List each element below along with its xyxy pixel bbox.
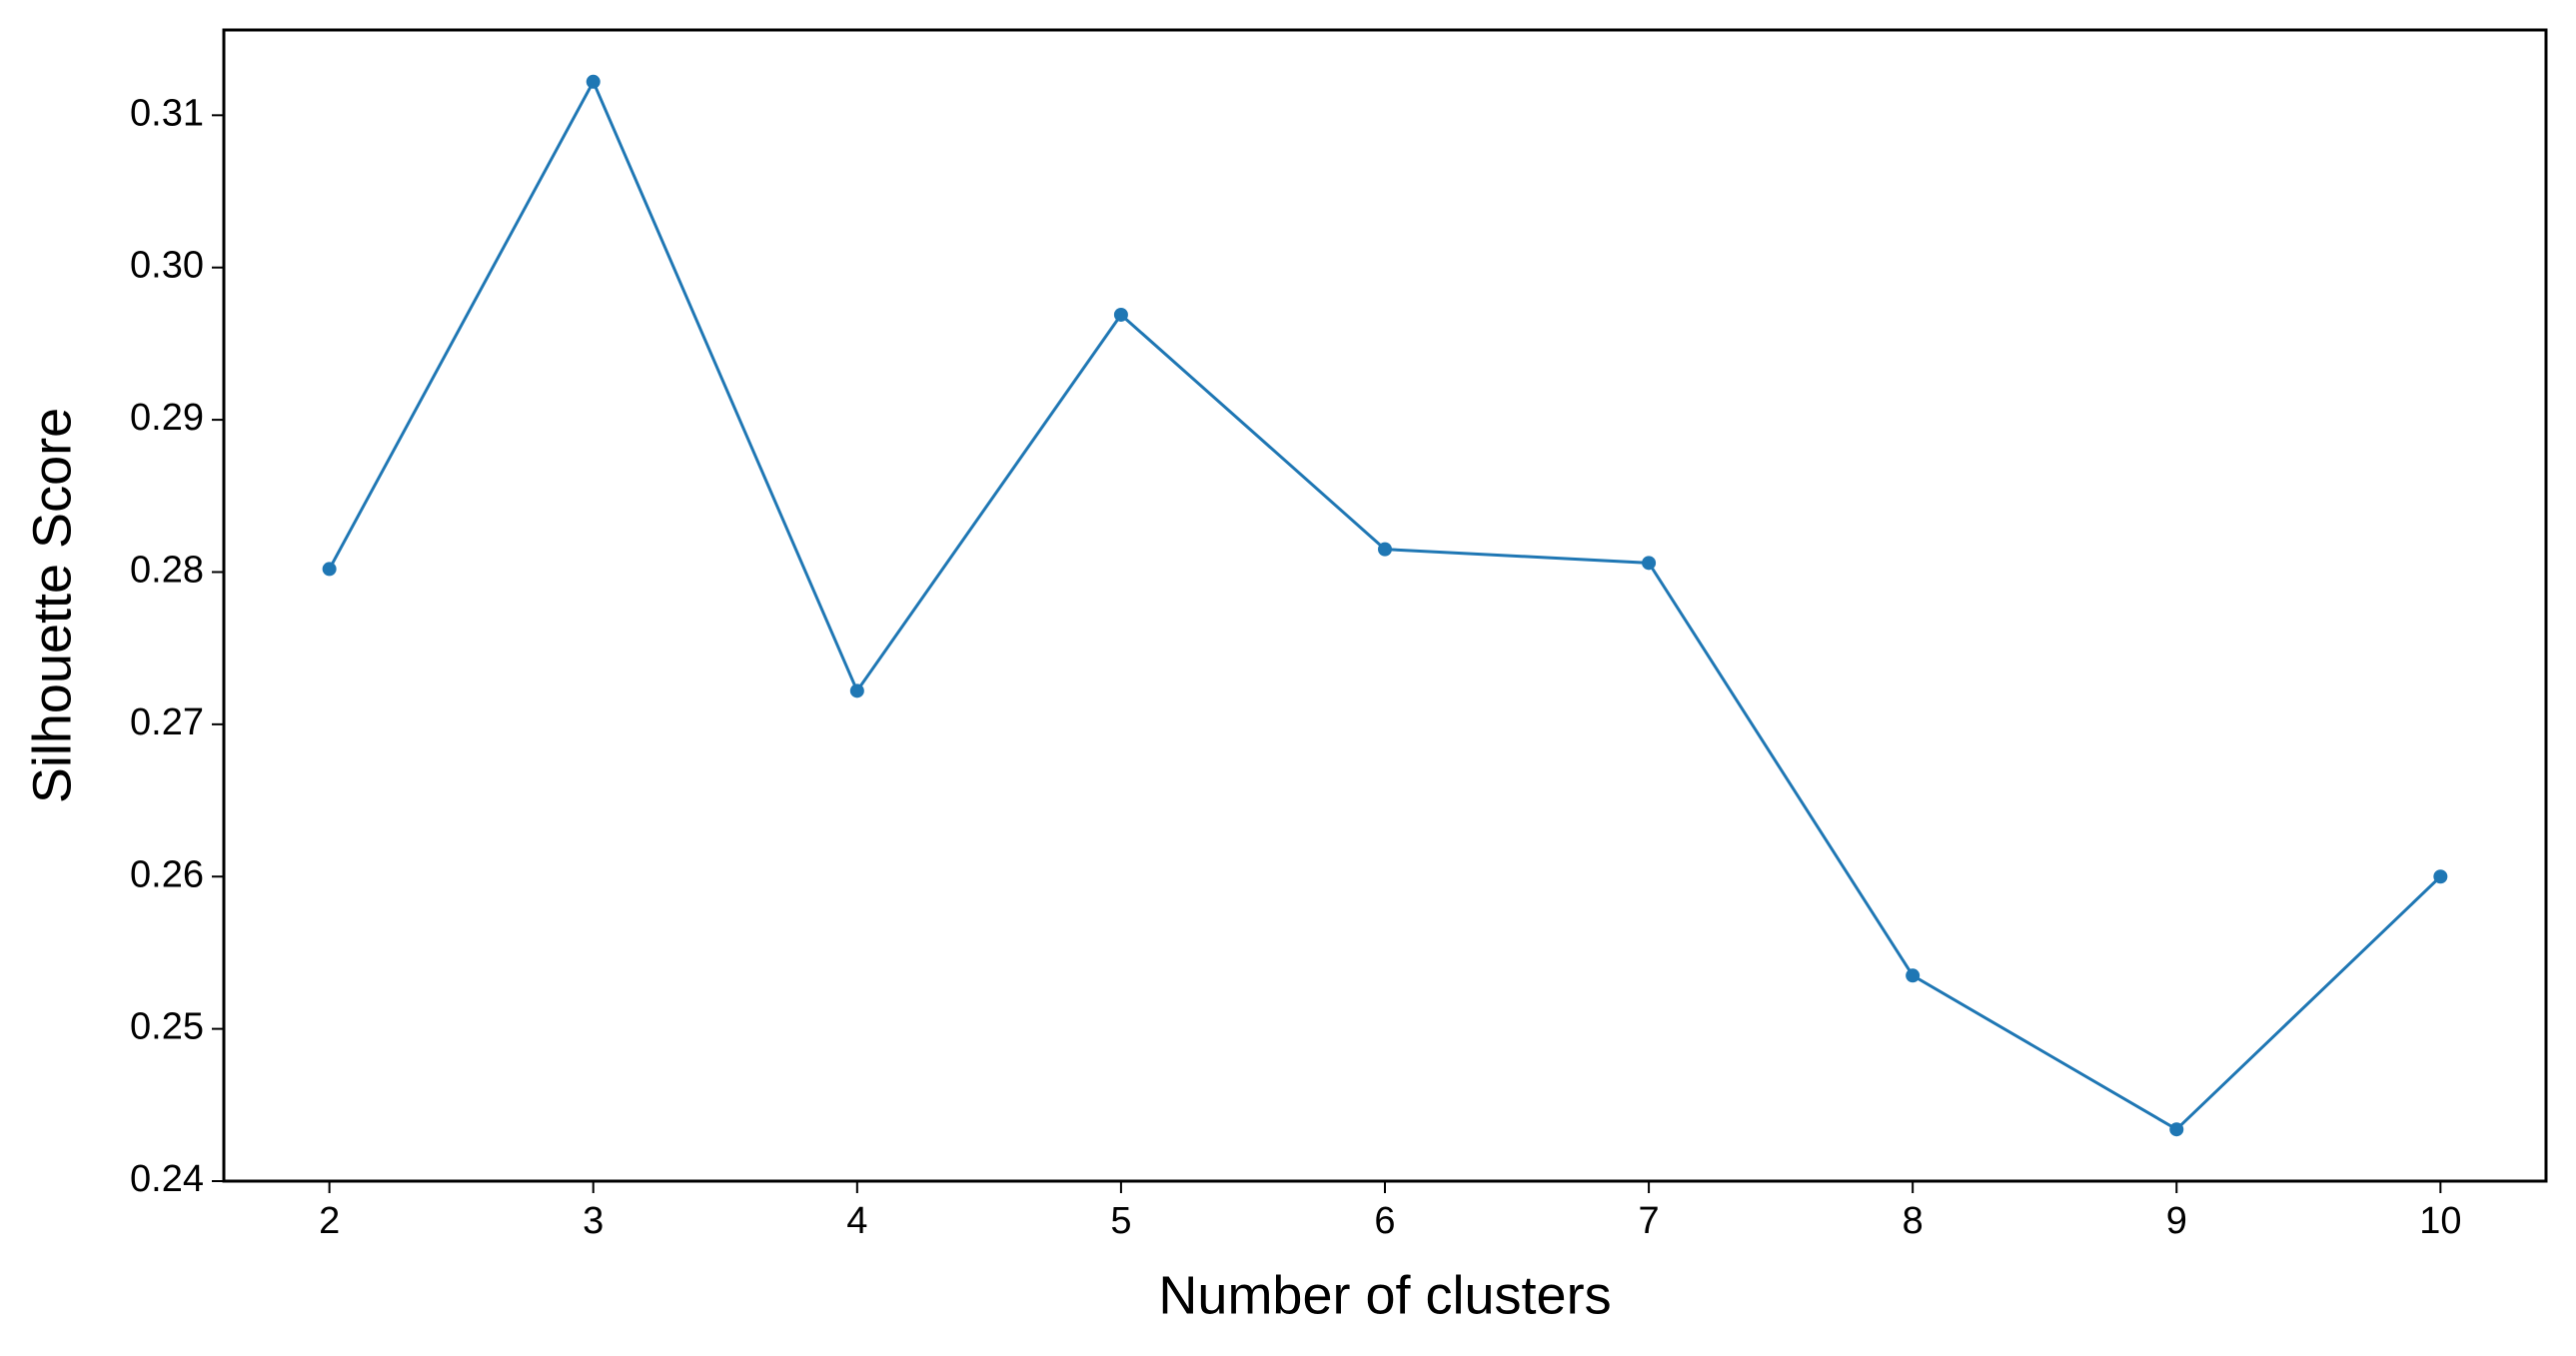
x-tick-label: 7 [1639, 1200, 1660, 1242]
x-tick-label: 9 [2166, 1200, 2187, 1242]
x-tick-label: 4 [846, 1200, 867, 1242]
plot-frame [222, 28, 2548, 1183]
point [849, 683, 864, 698]
y-tick-label: 0.28 [130, 550, 204, 592]
x-tick-label: 10 [2419, 1200, 2461, 1242]
point [322, 562, 337, 577]
line [328, 78, 2442, 1132]
point [1113, 307, 1128, 322]
y-tick-label: 0.29 [130, 397, 204, 439]
x-tick-label: 5 [1110, 1200, 1131, 1242]
y-tick-label: 0.31 [130, 92, 204, 134]
x-tick-label: 3 [583, 1200, 604, 1242]
x-tick-label: 2 [319, 1200, 340, 1242]
point [586, 74, 601, 89]
y-tick-label: 0.26 [130, 853, 204, 895]
y-tick-label: 0.24 [130, 1158, 204, 1200]
x-axis-label: Number of clusters [1158, 1265, 1611, 1325]
x-tick-label: 6 [1374, 1200, 1395, 1242]
x-tick-label: 8 [1903, 1200, 1924, 1242]
point [1378, 542, 1392, 557]
y-tick-label: 0.27 [130, 701, 204, 743]
y-axis-label: Silhouette Score [22, 408, 82, 803]
point [1906, 968, 1921, 983]
y-tick-label: 0.25 [130, 1006, 204, 1048]
point [2169, 1122, 2184, 1137]
point [1642, 556, 1657, 571]
y-tick-label: 0.30 [130, 245, 204, 287]
point [2433, 869, 2448, 884]
